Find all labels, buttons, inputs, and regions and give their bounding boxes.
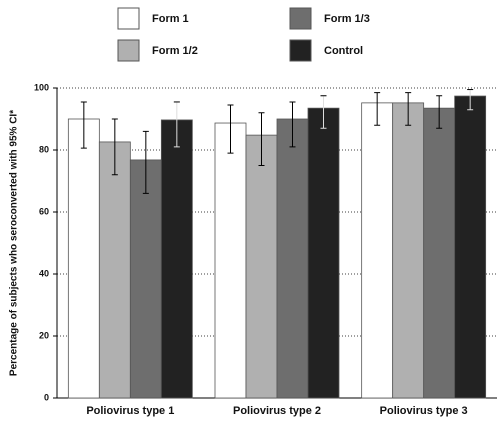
error-bar	[405, 92, 412, 126]
error-bar	[258, 112, 265, 166]
bar	[423, 107, 456, 399]
legend-label: Form 1/2	[152, 45, 198, 57]
legend-swatch	[289, 7, 312, 30]
y-axis-label: Percentage of subjects who seroconverted…	[9, 110, 20, 376]
y-tick-label: 40	[39, 268, 49, 278]
bar	[160, 119, 193, 399]
error-bar	[289, 101, 296, 148]
y-tick-label: 80	[39, 144, 49, 154]
error-bar	[227, 104, 234, 154]
y-tick-label: 100	[34, 82, 49, 92]
error-bar	[142, 130, 149, 194]
y-tick-label: 20	[39, 330, 49, 340]
bar	[361, 102, 394, 399]
legend-label: Control	[324, 45, 363, 57]
legend-swatch	[117, 7, 140, 30]
bar	[454, 95, 487, 399]
bar	[129, 159, 162, 399]
y-tick-label: 60	[39, 206, 49, 216]
bar	[392, 102, 425, 399]
legend-swatch	[117, 39, 140, 62]
bar	[276, 118, 309, 399]
legend-label: Form 1/3	[324, 13, 370, 25]
error-bar	[374, 92, 381, 126]
error-bar	[436, 95, 443, 129]
bar	[214, 122, 247, 399]
x-tick-label: Poliovirus type 2	[233, 405, 321, 417]
legend-label: Form 1	[152, 13, 189, 25]
error-bar	[80, 101, 87, 149]
bar	[307, 107, 340, 399]
y-tick-label: 0	[44, 392, 49, 402]
x-tick-label: Poliovirus type 3	[380, 405, 468, 417]
bar	[98, 141, 131, 399]
bar	[67, 118, 100, 399]
legend-swatch	[289, 39, 312, 62]
error-bar	[111, 118, 118, 176]
bar	[245, 134, 278, 399]
x-tick-label: Poliovirus type 1	[86, 405, 174, 417]
